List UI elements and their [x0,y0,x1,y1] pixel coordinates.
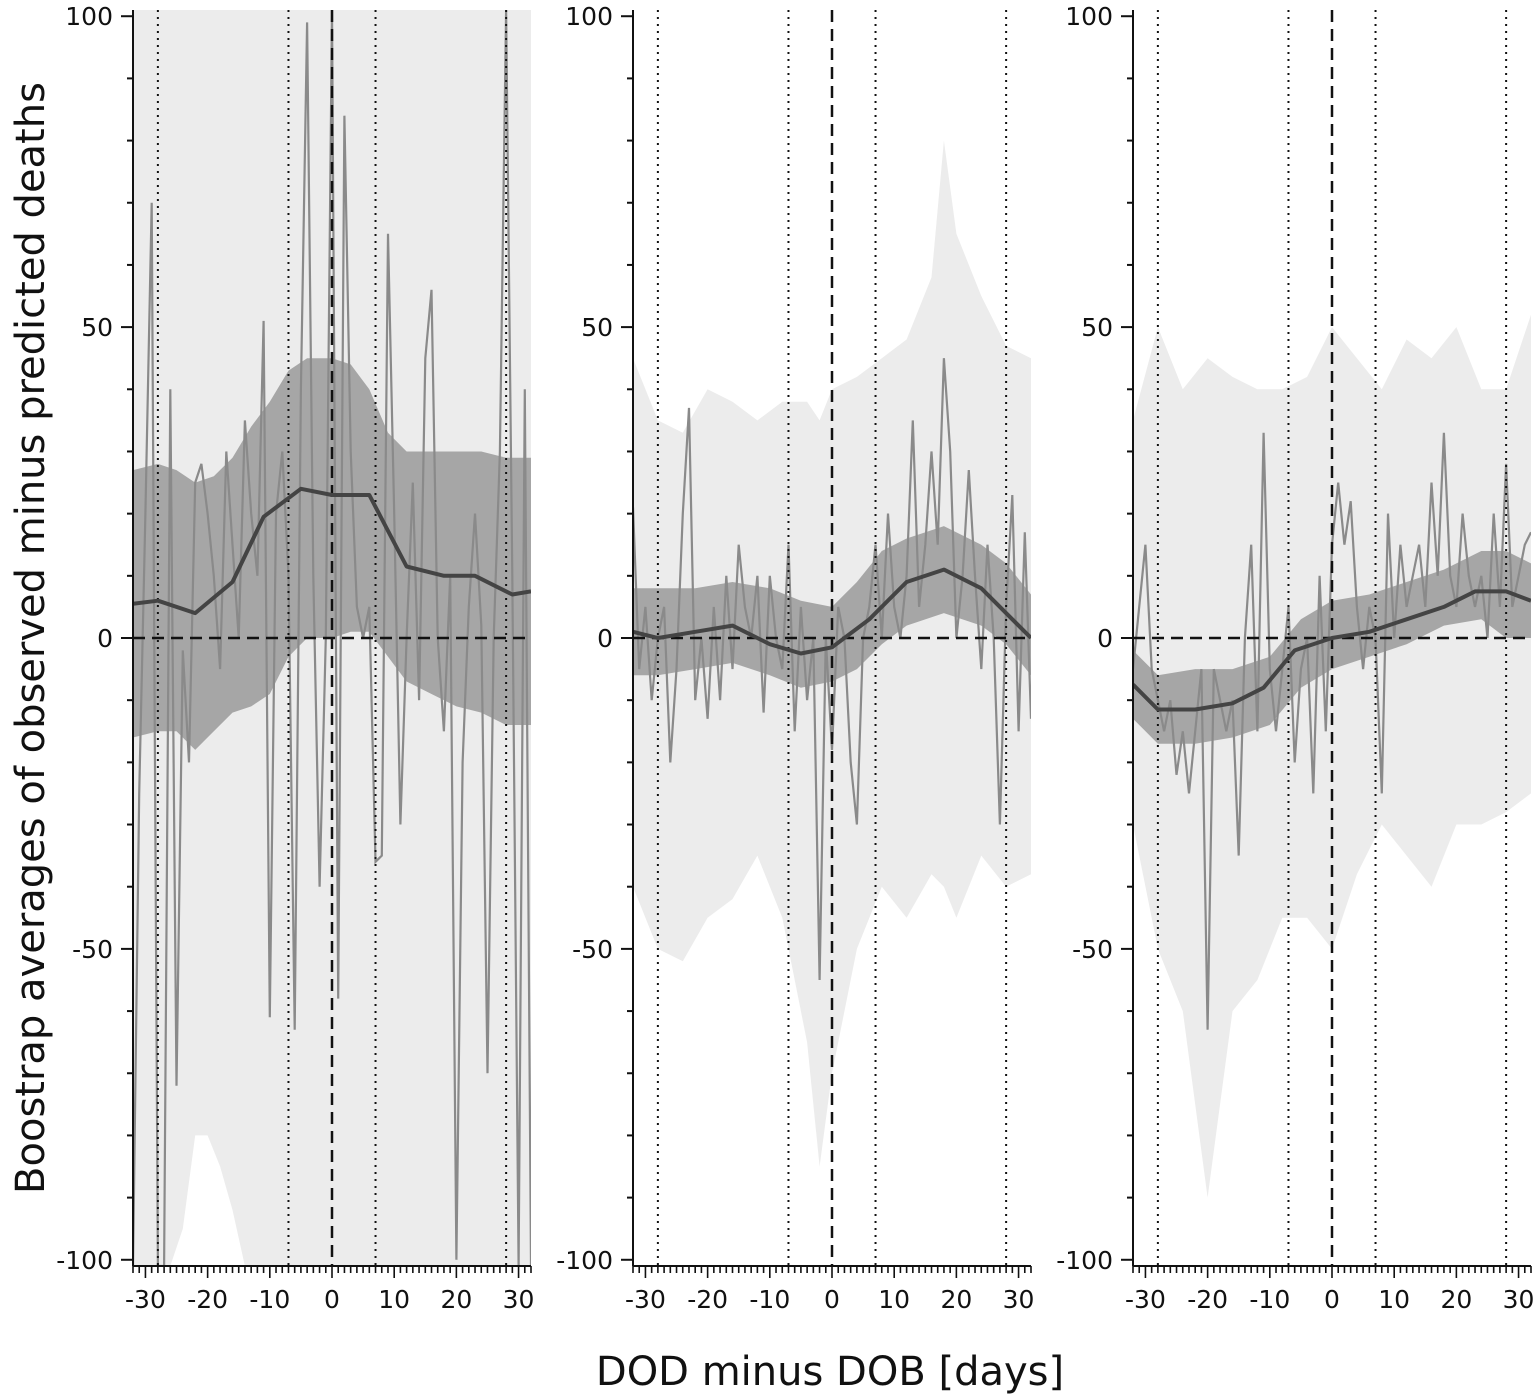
y-tick-label: 0 [97,624,113,653]
y-tick-label: -50 [72,935,113,964]
y-axis-title: Boostrap averages of observed minus pred… [8,82,54,1194]
x-tick-label: 10 [1378,1285,1410,1314]
x-tick-label: -30 [1125,1285,1166,1314]
x-tick-label: 0 [1324,1285,1340,1314]
x-tick-label: 0 [824,1285,840,1314]
y-tick-label: -50 [572,935,613,964]
x-tick-label: 20 [1440,1285,1472,1314]
y-tick-label: -50 [1072,935,1113,964]
plot-area [1133,10,1531,1266]
x-tick-label: -10 [749,1285,790,1314]
bootstrap-mean-line [633,567,1031,656]
bootstrap-mean-line [1133,589,1531,712]
x-tick-label: 30 [1503,1285,1535,1314]
y-tick-label: -100 [1056,1246,1113,1275]
plot-area [633,10,1031,1266]
y-tick-label: 100 [1065,2,1113,31]
y-tick-label: 50 [81,313,113,342]
x-tick-label: 10 [378,1285,410,1314]
x-tick-label: -10 [249,1285,290,1314]
y-tick-label: 0 [1097,624,1113,653]
y-tick-label: 50 [1081,313,1113,342]
x-tick-label: 30 [503,1285,535,1314]
x-tick-label: -30 [625,1285,666,1314]
inner-confidence-band [133,358,531,750]
x-axis-title: DOD minus DOB [days] [596,1349,1064,1395]
daily-series-line [133,10,531,1266]
x-tick-label: -20 [687,1285,728,1314]
bootstrap-mean-line [133,486,531,616]
x-tick-label: 10 [878,1285,910,1314]
x-tick-label: 30 [1003,1285,1035,1314]
x-tick-label: -20 [1187,1285,1228,1314]
x-tick-label: -10 [1249,1285,1290,1314]
y-tick-label: 100 [565,2,613,31]
x-tick-label: -30 [125,1285,166,1314]
y-tick-label: 50 [581,313,613,342]
y-tick-label: 100 [65,2,113,31]
daily-series-line [633,358,1031,981]
y-tick-label: -100 [56,1246,113,1275]
y-tick-label: 0 [597,624,613,653]
x-tick-label: -20 [187,1285,228,1314]
x-tick-label: 20 [440,1285,472,1314]
plot-area [133,10,531,1266]
y-tick-label: -100 [556,1246,613,1275]
x-tick-label: 20 [940,1285,972,1314]
x-tick-label: 0 [324,1285,340,1314]
